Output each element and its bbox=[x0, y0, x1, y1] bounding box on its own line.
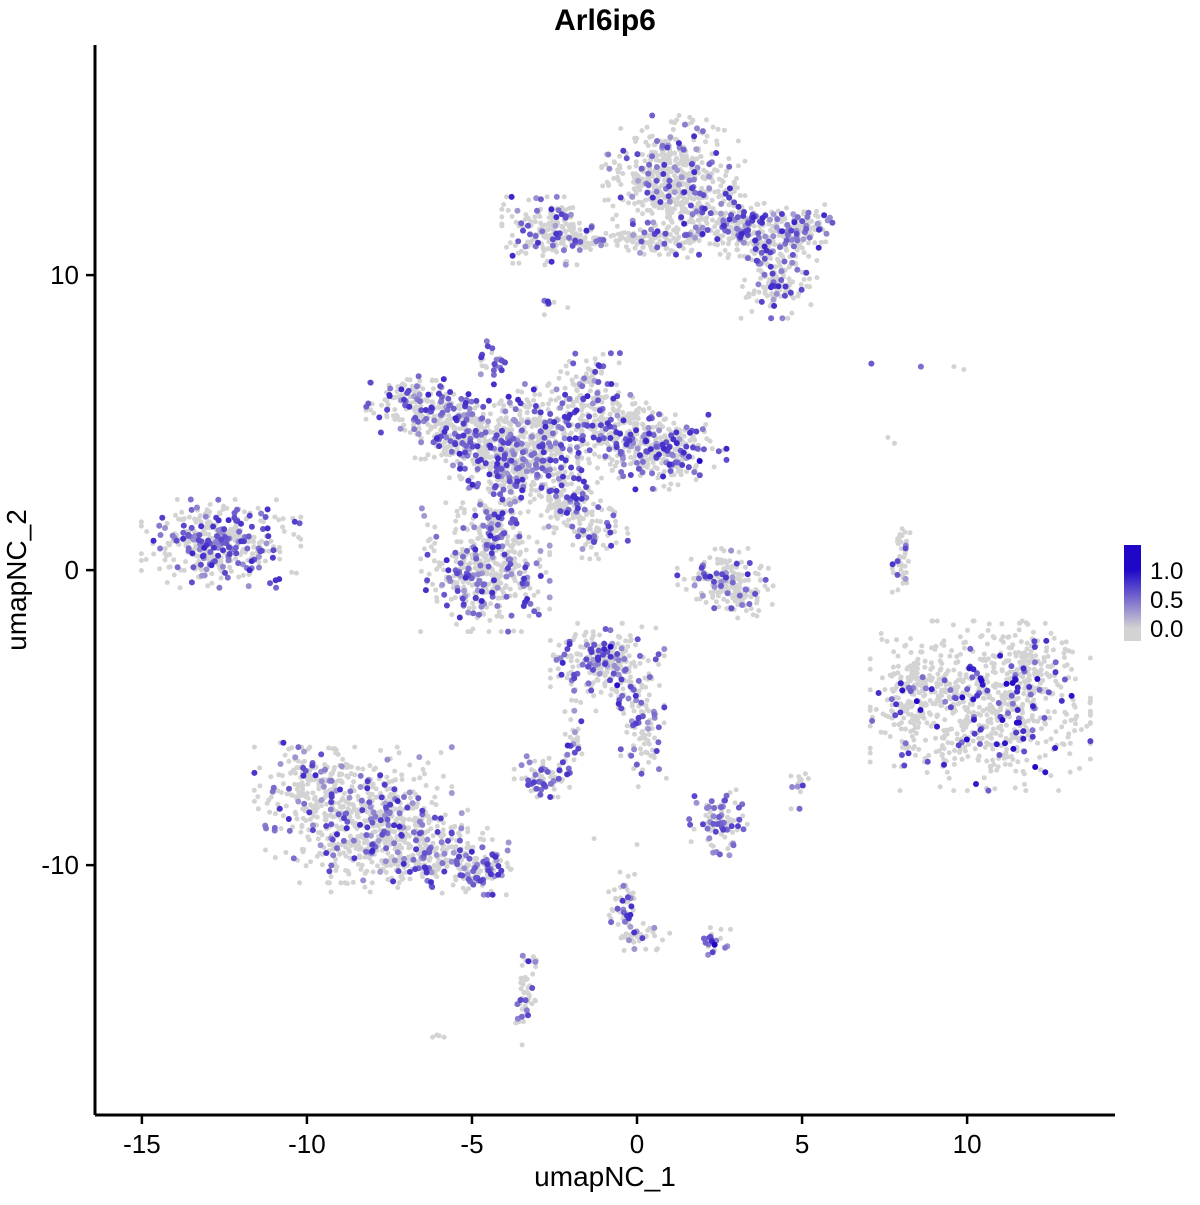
x-tick-label: 10 bbox=[953, 1129, 982, 1159]
plot-title: Arl6ip6 bbox=[554, 4, 656, 37]
x-tick-label: 5 bbox=[795, 1129, 809, 1159]
legend-label-high: 1.0 bbox=[1150, 558, 1183, 585]
y-axis-label: umapNC_2 bbox=[1, 509, 32, 651]
legend-label-low: 0.0 bbox=[1150, 616, 1183, 643]
legend-colorbar bbox=[1124, 545, 1141, 641]
y-tick-label: 0 bbox=[65, 555, 79, 585]
legend: 1.0 0.5 0.0 bbox=[1124, 545, 1183, 643]
y-tick-label: -10 bbox=[41, 850, 79, 880]
x-tick-label: -15 bbox=[123, 1129, 161, 1159]
scatter-points bbox=[138, 112, 1094, 1048]
x-tick-label: -5 bbox=[460, 1129, 483, 1159]
x-axis-label: umapNC_1 bbox=[534, 1161, 676, 1192]
y-tick-label: 10 bbox=[50, 260, 79, 290]
x-tick-label: 0 bbox=[630, 1129, 644, 1159]
axes: -15 -10 -5 0 5 10 -10 0 10 bbox=[41, 45, 1115, 1159]
x-tick-label: -10 bbox=[288, 1129, 326, 1159]
legend-label-mid: 0.5 bbox=[1150, 587, 1183, 614]
